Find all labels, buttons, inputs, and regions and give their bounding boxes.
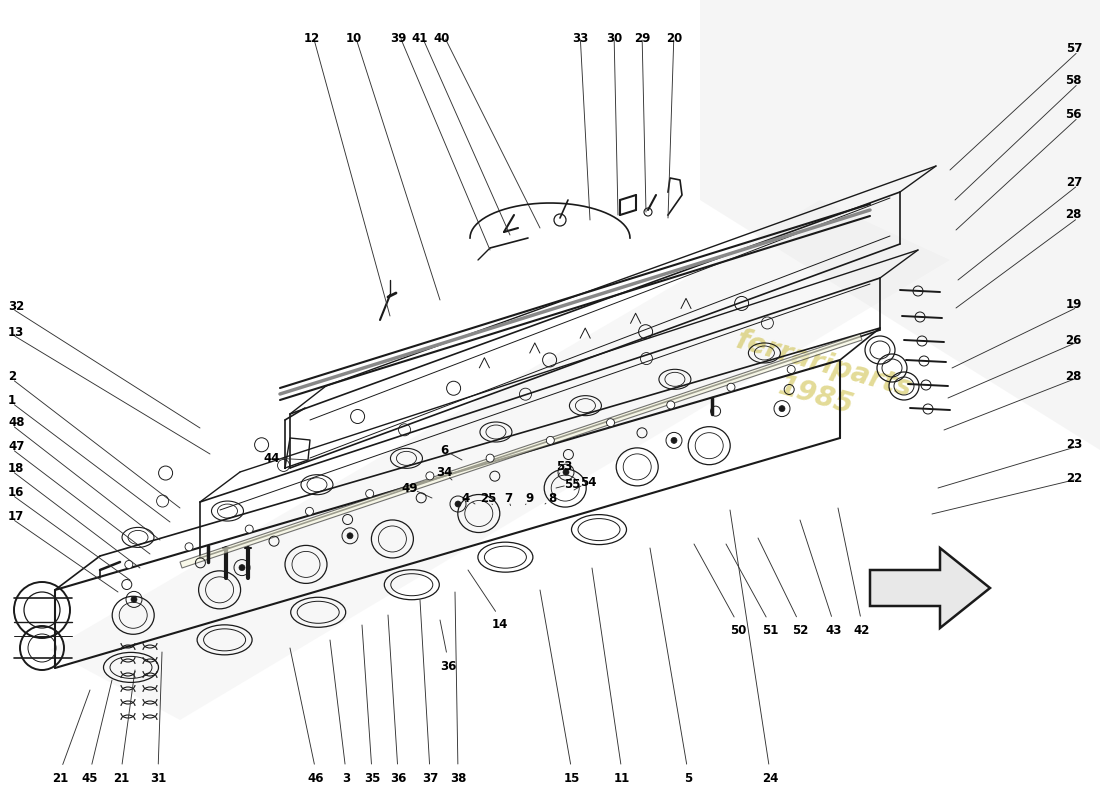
Text: 8: 8 <box>548 491 557 505</box>
Text: 54: 54 <box>580 475 596 489</box>
Text: 21: 21 <box>52 772 68 785</box>
Text: 55: 55 <box>563 478 581 490</box>
Text: 28: 28 <box>1066 370 1082 382</box>
Text: 37: 37 <box>422 772 438 785</box>
Circle shape <box>788 366 795 374</box>
Text: 47: 47 <box>8 439 24 453</box>
Text: 15: 15 <box>564 772 580 785</box>
Text: 10: 10 <box>345 32 362 45</box>
Text: 50: 50 <box>729 624 746 637</box>
Text: 40: 40 <box>433 32 450 45</box>
Text: 5: 5 <box>684 772 692 785</box>
Text: 58: 58 <box>1066 74 1082 86</box>
Circle shape <box>563 469 569 475</box>
Circle shape <box>779 406 785 411</box>
Text: 14: 14 <box>492 618 508 631</box>
Circle shape <box>671 438 676 443</box>
Text: 51: 51 <box>762 624 778 637</box>
Text: 46: 46 <box>308 772 324 785</box>
Polygon shape <box>870 548 990 628</box>
Circle shape <box>727 383 735 391</box>
Text: 30: 30 <box>606 32 623 45</box>
Text: 33: 33 <box>572 32 588 45</box>
Circle shape <box>667 401 674 409</box>
Text: 18: 18 <box>8 462 24 474</box>
Circle shape <box>486 454 494 462</box>
Circle shape <box>185 542 192 550</box>
Text: 11: 11 <box>614 772 630 785</box>
Text: 1: 1 <box>8 394 16 406</box>
Circle shape <box>606 418 615 426</box>
Text: 13: 13 <box>8 326 24 338</box>
Polygon shape <box>180 334 862 568</box>
Text: 35: 35 <box>364 772 381 785</box>
Circle shape <box>365 490 374 498</box>
Circle shape <box>131 596 138 602</box>
Text: 53: 53 <box>556 459 572 473</box>
Circle shape <box>455 501 461 507</box>
Polygon shape <box>700 0 1100 450</box>
Circle shape <box>124 561 133 569</box>
Text: 3: 3 <box>342 772 350 785</box>
Text: 38: 38 <box>450 772 466 785</box>
Text: 21: 21 <box>113 772 129 785</box>
Text: 52: 52 <box>792 624 808 637</box>
Circle shape <box>239 565 245 570</box>
Text: 43: 43 <box>826 624 843 637</box>
Text: 24: 24 <box>762 772 778 785</box>
Text: 12: 12 <box>304 32 320 45</box>
Text: 2: 2 <box>8 370 16 382</box>
Text: 26: 26 <box>1066 334 1082 346</box>
Text: 48: 48 <box>8 415 24 429</box>
Text: 27: 27 <box>1066 175 1082 189</box>
Text: 44: 44 <box>264 451 280 465</box>
Text: ferrariparts
1985: ferrariparts 1985 <box>724 326 916 434</box>
Text: 23: 23 <box>1066 438 1082 451</box>
Text: 29: 29 <box>634 32 650 45</box>
Text: 20: 20 <box>666 32 682 45</box>
Text: 57: 57 <box>1066 42 1082 54</box>
Text: 42: 42 <box>854 624 870 637</box>
Text: 36: 36 <box>389 772 406 785</box>
Circle shape <box>547 437 554 445</box>
Text: 45: 45 <box>81 772 98 785</box>
Text: 34: 34 <box>436 466 452 478</box>
Text: 9: 9 <box>526 491 535 505</box>
Text: 32: 32 <box>8 299 24 313</box>
Circle shape <box>426 472 433 480</box>
Text: 16: 16 <box>8 486 24 498</box>
Text: 41: 41 <box>411 32 428 45</box>
Text: 25: 25 <box>480 491 496 505</box>
Polygon shape <box>50 200 950 720</box>
Circle shape <box>346 533 353 539</box>
Text: 19: 19 <box>1066 298 1082 311</box>
Text: 36: 36 <box>440 660 456 673</box>
Text: 22: 22 <box>1066 471 1082 485</box>
Text: 49: 49 <box>402 482 418 494</box>
Circle shape <box>306 507 313 515</box>
Circle shape <box>245 525 253 533</box>
Text: 28: 28 <box>1066 209 1082 222</box>
Text: 17: 17 <box>8 510 24 522</box>
Text: 56: 56 <box>1066 107 1082 121</box>
Text: 6: 6 <box>440 443 448 457</box>
Circle shape <box>644 208 652 216</box>
Text: 4: 4 <box>462 491 470 505</box>
Text: 39: 39 <box>389 32 406 45</box>
Text: 7: 7 <box>504 491 513 505</box>
Text: 31: 31 <box>150 772 166 785</box>
